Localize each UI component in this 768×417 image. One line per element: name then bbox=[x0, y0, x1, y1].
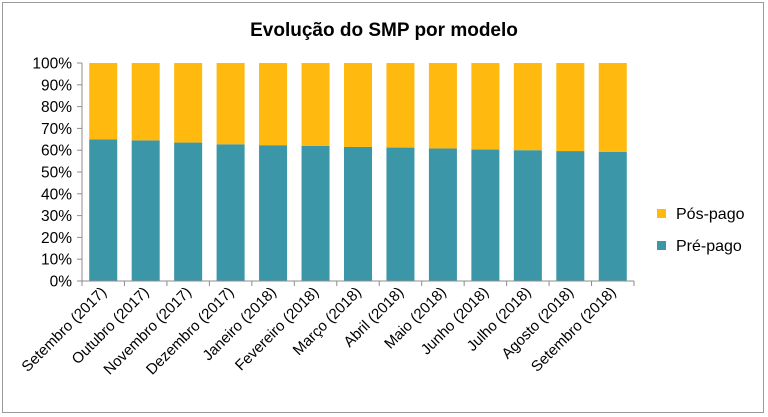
y-tick-label: 90% bbox=[41, 77, 72, 94]
bar-pos-pago bbox=[301, 63, 330, 146]
bar-pos-pago bbox=[89, 63, 118, 140]
y-tick-label: 60% bbox=[41, 143, 72, 160]
bar-pre-pago bbox=[259, 145, 288, 281]
bar-pre-pago bbox=[386, 147, 415, 281]
y-tick-label: 0% bbox=[50, 274, 73, 291]
bar-pos-pago bbox=[598, 63, 627, 152]
bar-pre-pago bbox=[131, 140, 160, 281]
y-tick-label: 10% bbox=[41, 252, 72, 269]
bar-pre-pago bbox=[471, 149, 500, 281]
chart-frame bbox=[2, 2, 764, 413]
y-tick-label: 50% bbox=[41, 165, 72, 182]
bar-pre-pago bbox=[216, 144, 245, 281]
bar-pos-pago bbox=[174, 63, 203, 143]
y-tick-label: 80% bbox=[41, 99, 72, 116]
bar-pos-pago bbox=[131, 63, 160, 141]
bar-pre-pago bbox=[513, 150, 542, 281]
legend-label: Pós-pago bbox=[676, 206, 745, 223]
y-tick-label: 100% bbox=[32, 56, 72, 73]
bar-pos-pago bbox=[386, 63, 415, 148]
legend-swatch bbox=[657, 241, 666, 250]
bar-pos-pago bbox=[343, 63, 373, 147]
bar-pos-pago bbox=[513, 63, 542, 151]
bar-pre-pago bbox=[598, 151, 627, 281]
y-tick-label: 40% bbox=[41, 186, 72, 203]
chart-title: Evolução do SMP por modelo bbox=[250, 20, 518, 41]
bar-pre-pago bbox=[301, 145, 330, 281]
legend: Pós-pago Pré-pago bbox=[657, 206, 745, 255]
legend-swatch bbox=[657, 209, 666, 218]
y-tick-label: 70% bbox=[41, 121, 72, 138]
bar-pre-pago bbox=[174, 142, 203, 281]
bars-layer bbox=[89, 63, 627, 281]
bar-pre-pago bbox=[343, 146, 373, 281]
y-tick-label: 20% bbox=[41, 230, 72, 247]
bar-pre-pago bbox=[428, 148, 457, 281]
legend-label: Pré-pago bbox=[676, 238, 742, 255]
bar-pos-pago bbox=[471, 63, 500, 150]
x-tick-label: Janeiro (2018) bbox=[199, 284, 279, 364]
bar-pos-pago bbox=[216, 63, 245, 145]
y-tick-label: 30% bbox=[41, 208, 72, 225]
bar-pos-pago bbox=[556, 63, 585, 152]
bar-pre-pago bbox=[89, 139, 118, 281]
bar-pre-pago bbox=[556, 151, 585, 281]
bar-pos-pago bbox=[259, 63, 288, 146]
bar-pos-pago bbox=[428, 63, 457, 149]
